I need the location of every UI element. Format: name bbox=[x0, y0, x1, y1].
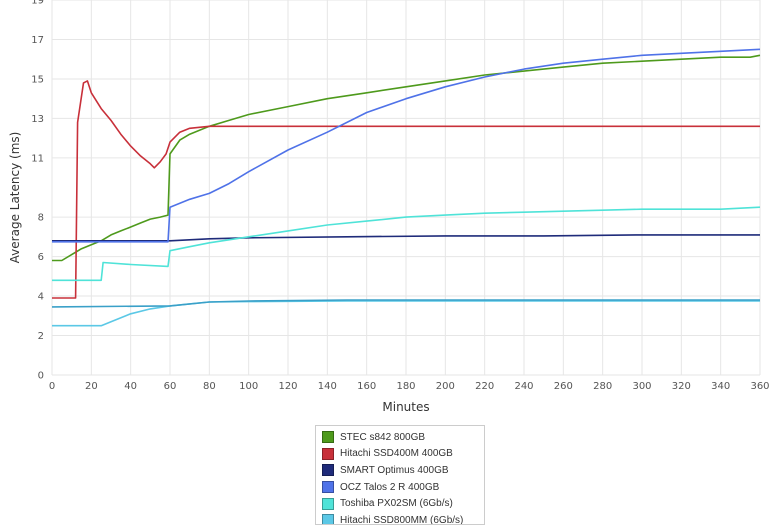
y-tick-label: 6 bbox=[38, 252, 44, 263]
x-tick-label: 220 bbox=[475, 381, 494, 392]
y-axis-title: Average Latency (ms) bbox=[8, 132, 22, 264]
x-tick-label: 60 bbox=[164, 381, 177, 392]
legend-swatch bbox=[322, 481, 334, 494]
legend-label: Hitachi SSD400M 400GB bbox=[340, 448, 453, 460]
y-tick-label: 2 bbox=[38, 331, 44, 342]
x-tick-label: 140 bbox=[318, 381, 337, 392]
y-tick-label: 8 bbox=[38, 213, 44, 224]
legend-swatch bbox=[322, 447, 334, 460]
legend-item[interactable]: Toshiba PX02SM (6Gb/s) bbox=[322, 495, 478, 512]
legend-label: SMART Optimus 400GB bbox=[340, 464, 449, 476]
legend-label: OCZ Talos 2 R 400GB bbox=[340, 481, 440, 493]
legend-swatch bbox=[322, 497, 334, 510]
series-line-3 bbox=[52, 48, 761, 243]
legend-item[interactable]: OCZ Talos 2 R 400GB bbox=[322, 479, 478, 496]
legend-item[interactable]: Hitachi SSD800MM (6Gb/s) bbox=[322, 512, 478, 525]
y-tick-label: 13 bbox=[31, 114, 44, 125]
y-tick-label: 4 bbox=[38, 292, 44, 303]
legend-label: Hitachi SSD800MM (6Gb/s) bbox=[340, 514, 464, 525]
y-tick-label: 11 bbox=[31, 153, 44, 164]
x-tick-label: 0 bbox=[49, 381, 55, 392]
x-tick-label: 260 bbox=[554, 381, 573, 392]
y-tick-label: 0 bbox=[38, 371, 44, 382]
chart-legend: STEC s842 800GB Hitachi SSD400M 400GB SMAR… bbox=[315, 425, 485, 525]
series-line-4 bbox=[52, 206, 761, 282]
legend-label: Toshiba PX02SM (6Gb/s) bbox=[340, 498, 453, 510]
legend-item[interactable]: Hitachi SSD400M 400GB bbox=[322, 446, 478, 463]
x-tick-label: 100 bbox=[239, 381, 258, 392]
legend-item[interactable]: STEC s842 800GB bbox=[322, 429, 478, 446]
x-tick-label: 40 bbox=[124, 381, 137, 392]
x-tick-label: 20 bbox=[85, 381, 98, 392]
y-axis-ticks: 0 2 4 6 8 11 13 15 17 19 bbox=[31, 0, 44, 382]
x-tick-label: 240 bbox=[514, 381, 533, 392]
x-tick-label: 320 bbox=[672, 381, 691, 392]
legend-swatch bbox=[322, 431, 334, 444]
x-axis-ticks: 0 20 40 60 80 100 120 140 160 180 200 220 240 260 280 3… bbox=[49, 381, 770, 392]
series-line-2 bbox=[52, 234, 760, 242]
y-tick-label: 17 bbox=[31, 35, 44, 46]
x-axis-title: Minutes bbox=[382, 400, 429, 414]
x-tick-label: 340 bbox=[711, 381, 730, 392]
series-line-6 bbox=[51, 299, 760, 308]
chart-series bbox=[51, 48, 761, 327]
x-tick-label: 180 bbox=[396, 381, 415, 392]
legend-label: STEC s842 800GB bbox=[340, 431, 426, 443]
x-tick-label: 300 bbox=[632, 381, 651, 392]
x-tick-label: 280 bbox=[593, 381, 612, 392]
x-tick-label: 160 bbox=[357, 381, 376, 392]
x-tick-label: 360 bbox=[750, 381, 769, 392]
chart-grid bbox=[51, 0, 761, 376]
y-tick-label: 15 bbox=[31, 74, 44, 85]
x-tick-label: 200 bbox=[436, 381, 455, 392]
legend-swatch bbox=[322, 464, 334, 477]
legend-item[interactable]: SMART Optimus 400GB bbox=[322, 462, 478, 479]
x-tick-label: 120 bbox=[278, 381, 297, 392]
series-line-1 bbox=[52, 80, 760, 299]
y-tick-label: 19 bbox=[31, 0, 44, 7]
x-tick-label: 80 bbox=[203, 381, 216, 392]
